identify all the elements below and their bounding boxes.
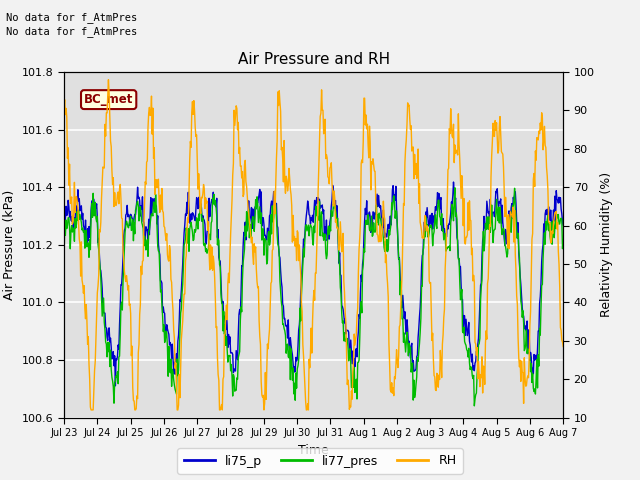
Legend: li75_p, li77_pres, RH: li75_p, li77_pres, RH (177, 448, 463, 474)
Y-axis label: Air Pressure (kPa): Air Pressure (kPa) (3, 190, 16, 300)
Text: No data for f_AtmPres: No data for f_AtmPres (6, 12, 138, 23)
Y-axis label: Relativity Humidity (%): Relativity Humidity (%) (600, 172, 613, 317)
Text: BC_met: BC_met (84, 93, 133, 106)
X-axis label: Time: Time (298, 444, 329, 456)
Text: No data for f_AtmPres: No data for f_AtmPres (6, 26, 138, 37)
Title: Air Pressure and RH: Air Pressure and RH (237, 52, 390, 67)
